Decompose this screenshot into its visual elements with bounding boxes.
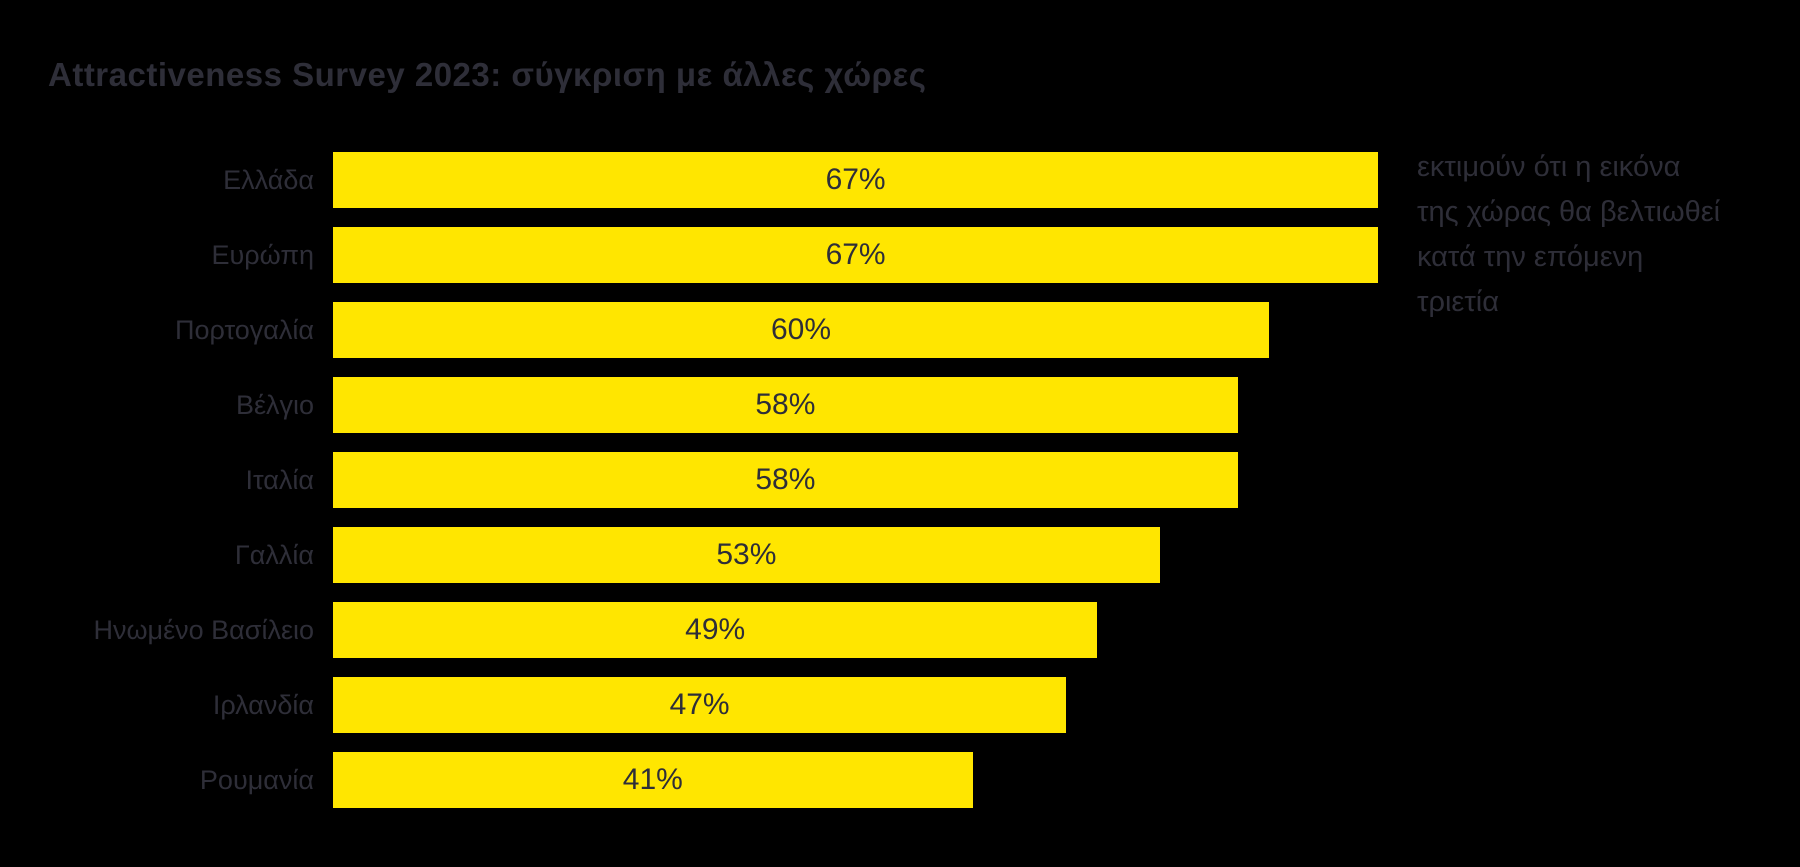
value-label: 49%: [685, 613, 746, 646]
bar: 47%: [333, 677, 1067, 733]
bar: 58%: [333, 452, 1238, 508]
annotation-line: της χώρας θα βελτιωθεί: [1417, 196, 1721, 228]
chart-row: Ρουμανία 41%: [0, 752, 1800, 808]
chart-row: Ιρλανδία 47%: [0, 677, 1800, 733]
annotation-line: εκτιμούν ότι η εικόνα: [1417, 151, 1681, 183]
annotation-line: τριετία: [1417, 286, 1499, 318]
chart-title: Attractiveness Survey 2023: σύγκριση με …: [48, 56, 927, 93]
bar: 60%: [333, 302, 1269, 358]
bar-track: 41%: [333, 752, 1800, 808]
category-label: Ιρλανδία: [212, 689, 314, 720]
annotation-line: κατά την επόμενη: [1417, 241, 1644, 273]
bar-chart: Ελλάδα 67% Ευρώπη 67% Πορτογαλία 60% Βέλγιο 58%…: [0, 152, 1800, 827]
chart-row: Βέλγιο 58%: [0, 377, 1800, 433]
chart-row: Ηνωμένο Βασίλειο 49%: [0, 602, 1800, 658]
category-label: Γαλλία: [234, 539, 314, 570]
category-label: Ευρώπη: [211, 239, 314, 270]
category-label: Βέλγιο: [235, 389, 314, 420]
chart-row: Ιταλία 58%: [0, 452, 1800, 508]
value-label: 58%: [755, 388, 816, 421]
bar: 67%: [333, 227, 1379, 283]
bar-track: 47%: [333, 677, 1800, 733]
value-label: 67%: [825, 163, 886, 196]
value-label: 41%: [622, 763, 683, 796]
value-label: 47%: [669, 688, 730, 721]
bar: 41%: [333, 752, 973, 808]
bar: 53%: [333, 527, 1160, 583]
value-label: 53%: [716, 538, 777, 571]
category-label: Ιταλία: [245, 464, 314, 495]
bar: 58%: [333, 377, 1238, 433]
value-label: 60%: [770, 313, 832, 346]
bar-track: 60%: [333, 302, 1800, 358]
bar: 67%: [333, 152, 1379, 208]
chart-row: Γαλλία 53%: [0, 527, 1800, 583]
category-label: Ρουμανία: [199, 764, 314, 795]
value-label: 58%: [755, 463, 816, 496]
chart-row: Πορτογαλία 60%: [0, 302, 1800, 358]
chart-row: Ελλάδα 67%: [0, 152, 1800, 208]
bar-track: 49%: [333, 602, 1800, 658]
bar-track: 58%: [333, 452, 1800, 508]
bar-track: 53%: [333, 527, 1800, 583]
chart-row: Ευρώπη 67%: [0, 227, 1800, 283]
bar: 49%: [333, 602, 1098, 658]
bar-track: 67%: [333, 227, 1800, 283]
category-label: Ηνωμένο Βασίλειο: [93, 614, 314, 645]
category-label: Πορτογαλία: [174, 314, 314, 345]
category-label: Ελλάδα: [223, 164, 314, 195]
annotation: εκτιμούν ότι η εικόνα της χώρας θα βελτιω…: [1417, 145, 1720, 325]
value-label: 67%: [825, 238, 886, 271]
bar-track: 58%: [333, 377, 1800, 433]
bar-track: 67%: [333, 152, 1800, 208]
